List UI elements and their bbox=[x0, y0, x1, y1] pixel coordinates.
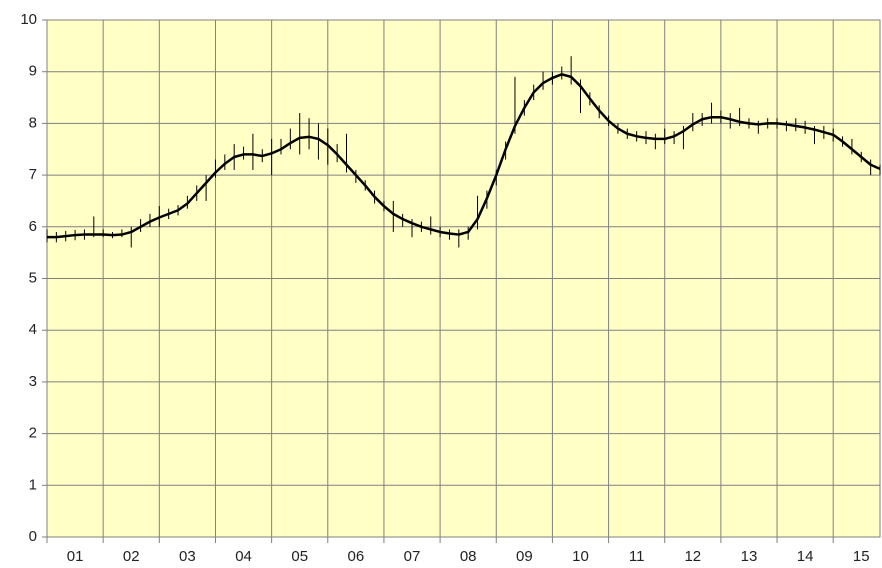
trend-line bbox=[47, 73, 881, 239]
x-tick-label: 09 bbox=[516, 548, 533, 565]
x-tick-label: 10 bbox=[572, 548, 589, 565]
x-tick-label: 04 bbox=[235, 548, 252, 565]
x-tick-label: 08 bbox=[460, 548, 477, 565]
x-tick-label: 13 bbox=[741, 548, 758, 565]
y-tick-label: 10 bbox=[20, 11, 37, 28]
y-tick-label: 4 bbox=[29, 321, 37, 338]
y-tick-label: 7 bbox=[29, 166, 37, 183]
y-tick-label: 6 bbox=[29, 218, 37, 235]
x-tick-label: 07 bbox=[404, 548, 421, 565]
x-tick-label: 02 bbox=[123, 548, 140, 565]
y-tick-label: 1 bbox=[29, 476, 37, 493]
x-tick-label: 12 bbox=[684, 548, 701, 565]
x-tick-label: 05 bbox=[291, 548, 308, 565]
x-tick-label: 11 bbox=[629, 548, 645, 565]
y-tick-label: 2 bbox=[29, 425, 37, 442]
y-tick-label: 9 bbox=[29, 63, 37, 80]
x-tick-label: 06 bbox=[348, 548, 365, 565]
y-tick-label: 0 bbox=[29, 528, 37, 545]
y-tick-label: 3 bbox=[29, 373, 37, 390]
x-tick-label: 15 bbox=[853, 548, 870, 565]
y-tick-label: 5 bbox=[29, 269, 37, 286]
x-tick-label: 03 bbox=[179, 548, 196, 565]
x-tick-label: 14 bbox=[797, 548, 814, 565]
x-tick-label: 01 bbox=[67, 548, 84, 565]
y-tick-label: 8 bbox=[29, 114, 37, 131]
